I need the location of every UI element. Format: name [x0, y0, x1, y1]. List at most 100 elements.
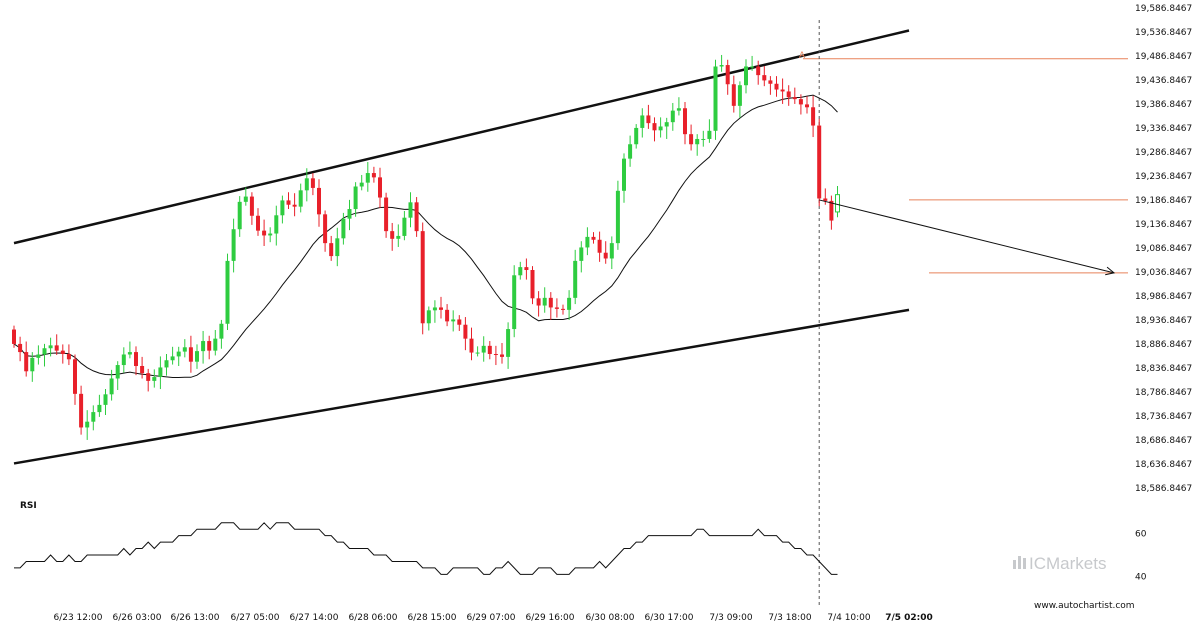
candle-body: [676, 108, 681, 111]
candle-body: [158, 367, 163, 378]
time-tick-label: 6/29 07:00: [466, 613, 515, 623]
moving-average-line: [13, 94, 838, 378]
candle-body: [597, 239, 602, 253]
candle-body: [737, 85, 742, 106]
candle-body: [304, 178, 309, 191]
candle-body: [634, 127, 639, 145]
candle-body: [103, 394, 108, 405]
candle-body: [646, 115, 651, 124]
candle-body: [561, 308, 565, 310]
candle-body: [378, 177, 382, 198]
candle-body: [249, 196, 254, 216]
candle-body: [573, 260, 578, 298]
candle-body: [817, 125, 822, 199]
time-tick-label: 6/30 17:00: [644, 613, 693, 623]
candle-body: [683, 108, 687, 135]
time-tick-label: 6/26 03:00: [112, 613, 161, 623]
footer-url: www.autochartist.com: [1034, 601, 1135, 611]
candle-body: [823, 198, 828, 201]
candle-body: [628, 144, 633, 159]
candle-body: [481, 345, 486, 353]
moving-average: [13, 94, 838, 378]
candle-body: [439, 307, 443, 310]
candle-body: [493, 354, 498, 356]
candle-body: [731, 84, 736, 106]
candle-body: [390, 231, 395, 239]
price-tick-label: 19,486.8467: [1135, 52, 1192, 62]
candle-body: [658, 126, 663, 131]
price-tick-label: 19,436.8467: [1135, 76, 1192, 86]
price-tick-label: 19,136.8467: [1135, 220, 1192, 230]
price-tick-label: 19,236.8467: [1135, 172, 1192, 182]
candle-body: [432, 307, 437, 311]
candle-body: [701, 138, 706, 140]
candle-body: [268, 233, 273, 236]
candle-body: [323, 214, 328, 244]
candle-body: [335, 238, 340, 257]
candle-body: [298, 190, 303, 207]
candle-body: [79, 393, 84, 428]
candle-body: [640, 115, 645, 128]
price-tick-label: 19,286.8467: [1135, 148, 1192, 158]
icmarkets-logo: ICMarkets: [1013, 554, 1106, 573]
candle-body: [792, 97, 797, 100]
candle-body: [591, 236, 596, 240]
time-tick-label: 6/28 15:00: [407, 613, 456, 623]
candle-body: [664, 122, 669, 127]
candle-body: [60, 350, 65, 355]
candle-body: [329, 243, 334, 257]
pattern-point-label: A: [799, 51, 806, 61]
time-tick-label: 6/27 14:00: [289, 613, 338, 623]
candle-body: [30, 357, 35, 372]
candle-body: [225, 260, 230, 324]
candle-body: [805, 104, 809, 108]
candle-body: [469, 338, 474, 353]
candle-body: [695, 138, 700, 145]
rsi-line: [14, 522, 838, 575]
price-tick-label: 19,386.8467: [1135, 100, 1192, 110]
time-tick-label: 6/29 16:00: [525, 613, 574, 623]
candle-body: [207, 341, 212, 351]
forecast-arrow-line: [819, 199, 1115, 274]
price-tick-label: 18,886.8467: [1135, 340, 1192, 350]
candle-body: [548, 297, 553, 308]
candle-body: [42, 348, 47, 355]
candle-body: [73, 359, 77, 394]
candle-body: [176, 351, 181, 357]
candle-body: [12, 329, 16, 344]
candle-body: [408, 202, 413, 218]
candle-body: [256, 215, 260, 231]
candle-body: [811, 107, 816, 126]
candle-body: [201, 341, 206, 352]
candle-body: [219, 323, 224, 339]
time-tick-label: 6/26 13:00: [170, 613, 219, 623]
time-tick-label: 7/3 09:00: [709, 613, 753, 623]
channel-upper-line: [13, 29, 910, 245]
candle-body: [585, 236, 590, 248]
candle-body: [457, 319, 462, 325]
candle-body: [689, 134, 694, 145]
time-tick-label: 7/5 02:00: [885, 613, 933, 623]
candle-body: [109, 378, 114, 395]
candle-body: [652, 123, 657, 131]
candle-body: [341, 218, 346, 239]
candle-body: [536, 298, 541, 306]
horizontal-levels: A: [799, 20, 1128, 605]
price-tick-label: 19,086.8467: [1135, 244, 1192, 254]
candle-body: [371, 173, 376, 178]
candle-body: [115, 365, 120, 379]
time-axis: 6/23 12:00 6/26 03:00 6/26 13:00 6/27 05:00…: [53, 613, 932, 623]
candle-body: [414, 202, 419, 232]
candle-body: [243, 196, 248, 202]
candle-body: [756, 66, 761, 76]
candle-body: [280, 200, 285, 216]
candle-body: [500, 354, 504, 357]
candle-body: [121, 354, 126, 366]
time-tick-label: 6/28 06:00: [348, 613, 397, 623]
candle-body: [420, 231, 425, 324]
candle-body: [725, 65, 730, 85]
price-tick-label: 18,786.8467: [1135, 388, 1192, 398]
candle-body: [609, 243, 614, 259]
candle-body: [524, 267, 529, 271]
candle-body: [36, 354, 41, 358]
